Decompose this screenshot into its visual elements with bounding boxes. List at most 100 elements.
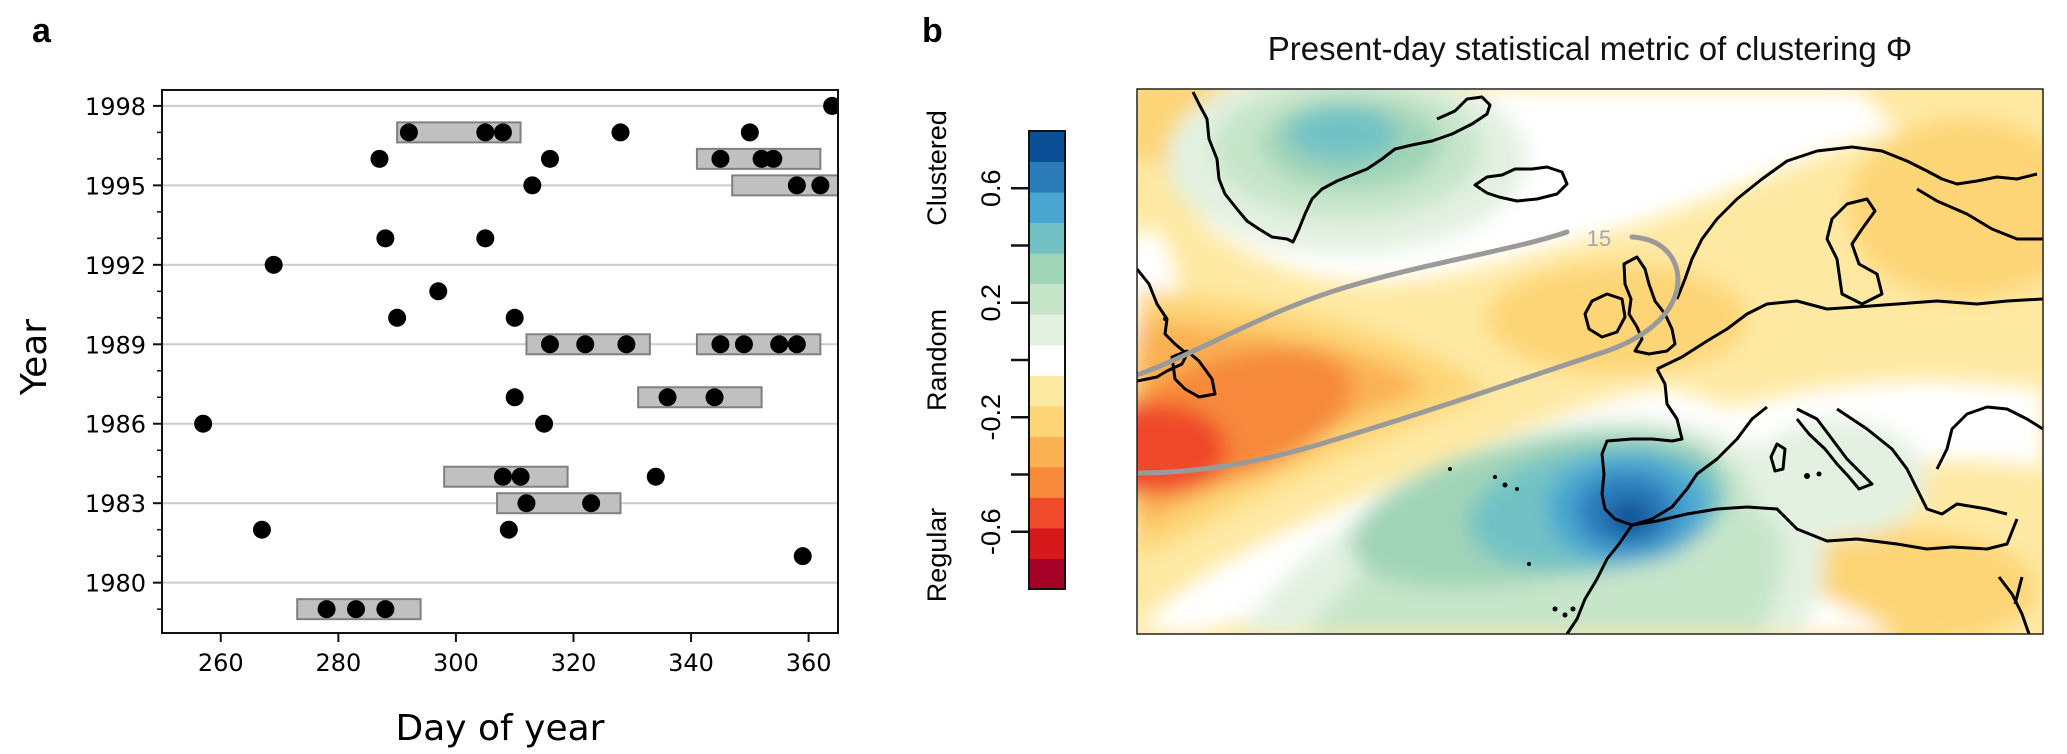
data-point xyxy=(646,467,665,486)
data-point xyxy=(540,335,559,354)
y-tick-label: 1995 xyxy=(85,172,146,200)
coast-great-britain xyxy=(1622,255,1677,356)
data-point xyxy=(787,176,806,195)
colorbar-band xyxy=(1029,253,1065,285)
data-point xyxy=(705,388,724,407)
colorbar-tick-label: -0.2 xyxy=(976,394,1006,441)
colorbar-label-random: Random xyxy=(922,309,952,411)
coast-ireland xyxy=(1583,292,1627,339)
data-point xyxy=(476,123,495,142)
coast-iberia xyxy=(1600,368,1768,527)
data-point xyxy=(499,520,518,539)
data-point xyxy=(811,176,830,195)
coast-west-africa xyxy=(1565,524,1634,634)
data-point xyxy=(617,335,636,354)
data-point xyxy=(734,335,753,354)
coast-iceland xyxy=(1473,165,1569,203)
coast-balkans xyxy=(1836,407,2008,516)
y-tick-label: 1992 xyxy=(85,252,146,280)
data-point xyxy=(376,229,395,248)
colorbar-tick-label: 0.2 xyxy=(976,284,1006,322)
colorbar: -0.6 -0.2 0.2 0.6 Clustered Random Regular xyxy=(922,110,1066,603)
panel-label-b: b xyxy=(922,12,943,50)
data-point xyxy=(576,335,595,354)
data-point xyxy=(823,96,838,115)
grid-lines xyxy=(162,104,838,584)
colorbar-bands xyxy=(1029,131,1065,590)
coast-finland xyxy=(1916,187,2043,241)
x-tick-label: 360 xyxy=(786,649,832,677)
data-point xyxy=(740,123,759,142)
coast-black-sea xyxy=(1935,405,2043,470)
data-point xyxy=(764,149,783,168)
data-point xyxy=(370,149,389,168)
colorbar-ticks: -0.6 -0.2 0.2 0.6 xyxy=(976,169,1029,555)
data-point xyxy=(399,123,418,142)
x-tick-label: 280 xyxy=(315,649,361,677)
coast-north-europe xyxy=(1656,297,2043,371)
colorbar-band xyxy=(1029,131,1065,163)
data-point xyxy=(517,494,536,513)
panel-label-a: a xyxy=(32,12,51,50)
colorbar-band xyxy=(1029,283,1065,315)
x-tick-label: 300 xyxy=(433,649,479,677)
data-point xyxy=(511,467,530,486)
data-point xyxy=(770,335,789,354)
coast-greenland xyxy=(1191,91,1492,244)
data-point xyxy=(429,282,448,301)
y-tick-label: 1989 xyxy=(85,331,146,359)
coast-sardinia xyxy=(1769,442,1787,473)
data-point xyxy=(535,414,554,433)
cluster-timing-chart: 1980 1983 1986 1989 1992 1995 1998 260 280 300 320… xyxy=(14,89,839,749)
data-point xyxy=(505,388,524,407)
colorbar-tick-label: -0.6 xyxy=(976,508,1006,555)
y-axis-label: Year xyxy=(14,319,55,396)
map: 15 xyxy=(1136,88,2044,635)
data-point xyxy=(711,149,730,168)
data-point xyxy=(476,229,495,248)
data-point xyxy=(346,600,365,619)
coast-red-sea xyxy=(1997,576,2031,634)
coast-sweden-baltic xyxy=(1825,197,1884,306)
data-points xyxy=(194,96,838,619)
coast-sinai xyxy=(2013,576,2024,605)
data-point xyxy=(793,547,812,566)
data-point xyxy=(611,123,630,142)
y-tick-label: 1983 xyxy=(85,490,146,518)
data-point xyxy=(540,149,559,168)
colorbar-band xyxy=(1029,344,1065,376)
data-point xyxy=(493,123,512,142)
data-point xyxy=(787,335,806,354)
data-point xyxy=(376,600,395,619)
coast-norway xyxy=(1675,145,2038,300)
coast-labrador xyxy=(1137,268,1189,383)
y-tick-label: 1980 xyxy=(85,570,146,598)
data-point xyxy=(505,308,524,327)
x-tick-label: 320 xyxy=(551,649,597,677)
data-point xyxy=(493,467,512,486)
colorbar-tick-label: 0.6 xyxy=(976,169,1006,207)
data-point xyxy=(711,335,730,354)
x-tick-label: 260 xyxy=(198,649,244,677)
data-point xyxy=(317,600,336,619)
colorbar-band xyxy=(1029,527,1065,559)
colorbar-band xyxy=(1029,497,1065,529)
map-title: Present-day statistical metric of cluste… xyxy=(1267,30,1913,67)
colorbar-band xyxy=(1029,222,1065,254)
field-shading xyxy=(1137,89,2043,634)
colorbar-band xyxy=(1029,192,1065,224)
colorbar-label-regular: Regular xyxy=(922,508,952,603)
data-point xyxy=(252,520,271,539)
coast-italy xyxy=(1795,407,1874,491)
x-tick-label: 340 xyxy=(668,649,714,677)
data-point xyxy=(388,308,407,327)
colorbar-band xyxy=(1029,405,1065,437)
colorbar-band xyxy=(1029,161,1065,193)
coast-north-africa xyxy=(1631,505,2019,551)
data-point xyxy=(194,414,213,433)
islands xyxy=(1163,317,1822,618)
x-axis-label: Day of year xyxy=(396,708,605,749)
axes: 1980 1983 1986 1989 1992 1995 1998 260 280 300 320… xyxy=(85,89,839,677)
colorbar-label-clustered: Clustered xyxy=(922,110,952,226)
